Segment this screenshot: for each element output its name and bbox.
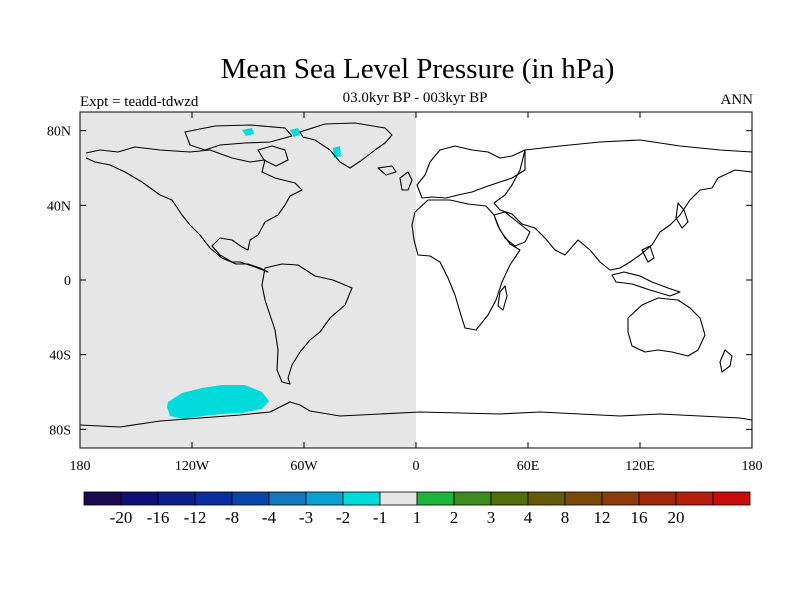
coastline-japan [675, 202, 689, 229]
pressure-field-layer [80, 112, 416, 448]
colorbar-swatch [342, 491, 381, 506]
colorbar-swatch [638, 491, 677, 506]
colorbar-label: 20 [668, 508, 685, 527]
colorbar-label: 16 [631, 508, 648, 527]
coastline-north-america [85, 146, 303, 273]
colorbar-swatch [712, 491, 751, 506]
colorbar-label: 4 [524, 508, 533, 527]
x-tick-label: 0 [413, 459, 420, 474]
coastline-new-zealand [719, 349, 733, 373]
colorbar-swatch [231, 491, 270, 506]
x-tick-label: 180 [70, 459, 91, 474]
x-tick-label: 60W [290, 459, 318, 474]
colorbar-swatch [194, 491, 233, 506]
coastline-madagascar [497, 285, 508, 311]
x-tick-label: 120W [175, 459, 210, 474]
coastline-iceland [377, 165, 397, 176]
y-tick-label: 0 [64, 274, 71, 289]
coastline-europe [416, 145, 526, 199]
colorbar-label: -3 [299, 508, 313, 527]
colorbar-swatch [120, 491, 159, 506]
colorbar-swatch [416, 491, 455, 506]
colorbar-swatch [453, 491, 492, 506]
coastline-arctic-islands [184, 124, 293, 151]
colorbar-label: -4 [262, 508, 277, 527]
colorbar-swatch [305, 491, 344, 506]
colorbar-label: 12 [594, 508, 611, 527]
coastline-greenland [299, 122, 393, 169]
colorbar-label: 3 [487, 508, 496, 527]
colorbar-label: -20 [110, 508, 133, 527]
colorbar: -20 -16 -12 -8 -4 -3 -2 -1 1 2 3 4 8 12 16 20 [83, 491, 751, 527]
field-greenland-anomaly-west [242, 128, 254, 136]
field-greenland-anomaly-center [290, 128, 301, 137]
coastline-arabia [493, 211, 531, 247]
coastline-uk [399, 171, 413, 191]
colorbar-swatch [564, 491, 603, 506]
x-tick-label: 120E [625, 459, 655, 474]
coastline-baffin [257, 145, 289, 167]
x-tick-label: 60E [517, 459, 540, 474]
y-tick-label: 80S [49, 423, 71, 438]
y-tick-label: 40S [49, 349, 71, 364]
colorbar-swatch [379, 491, 418, 506]
colorbar-label: -2 [336, 508, 350, 527]
field-southern-ocean-anomaly [167, 385, 269, 419]
colorbar-swatch [675, 491, 714, 506]
colorbar-label: 2 [450, 508, 459, 527]
coastline-south-america [261, 263, 353, 385]
period-label: 03.0kyr BP - 003kyr BP [342, 90, 488, 106]
y-tick-label: 40N [47, 199, 71, 214]
colorbar-swatch [490, 491, 529, 506]
field-greenland-anomaly-east [333, 146, 341, 158]
colorbar-swatch [83, 491, 122, 506]
coastline-australia [627, 297, 706, 357]
colorbar-swatch [527, 491, 566, 506]
season-label: ANN [720, 92, 754, 108]
colorbar-label: -16 [147, 508, 170, 527]
colorbar-label: -8 [225, 508, 239, 527]
colorbar-swatch [268, 491, 307, 506]
coastline-se-asia-islands [611, 271, 681, 297]
x-tick-label: 180 [742, 459, 763, 474]
coastline-asia [493, 139, 752, 271]
colorbar-label: -1 [373, 508, 387, 527]
colorbar-label: 8 [561, 508, 570, 527]
y-tick-label: 80N [47, 125, 71, 140]
colorbar-label: 1 [413, 508, 422, 527]
chart-title: Mean Sea Level Pressure (in hPa) [220, 53, 615, 85]
colorbar-swatch [601, 491, 640, 506]
experiment-label: Expt = teadd-tdwzd [80, 94, 199, 110]
colorbar-swatch [157, 491, 196, 506]
colorbar-label: -12 [184, 508, 207, 527]
coastline-antarctica [80, 401, 752, 448]
coastline-africa [411, 199, 521, 331]
map-axes: 180 120W 60W 0 60E 120E 180 80N 40N 0 40S 80S [47, 112, 763, 474]
coastline-layer [80, 122, 752, 448]
coastline-philippines [641, 245, 655, 263]
